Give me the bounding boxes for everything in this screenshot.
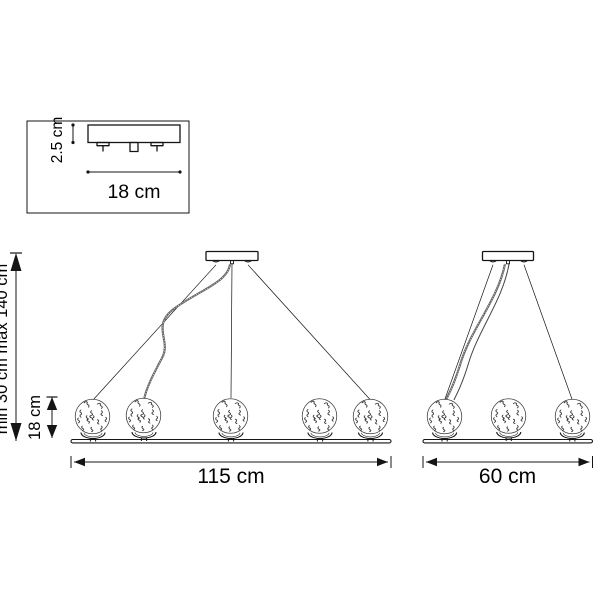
- svg-text:2.5 cm: 2.5 cm: [49, 117, 66, 164]
- svg-text:18 cm: 18 cm: [107, 181, 160, 203]
- svg-text:min 30 cm max 140 cm: min 30 cm max 140 cm: [0, 264, 11, 435]
- svg-text:60 cm: 60 cm: [479, 465, 536, 488]
- svg-text:115 cm: 115 cm: [197, 465, 264, 488]
- svg-text:18 cm: 18 cm: [26, 395, 44, 440]
